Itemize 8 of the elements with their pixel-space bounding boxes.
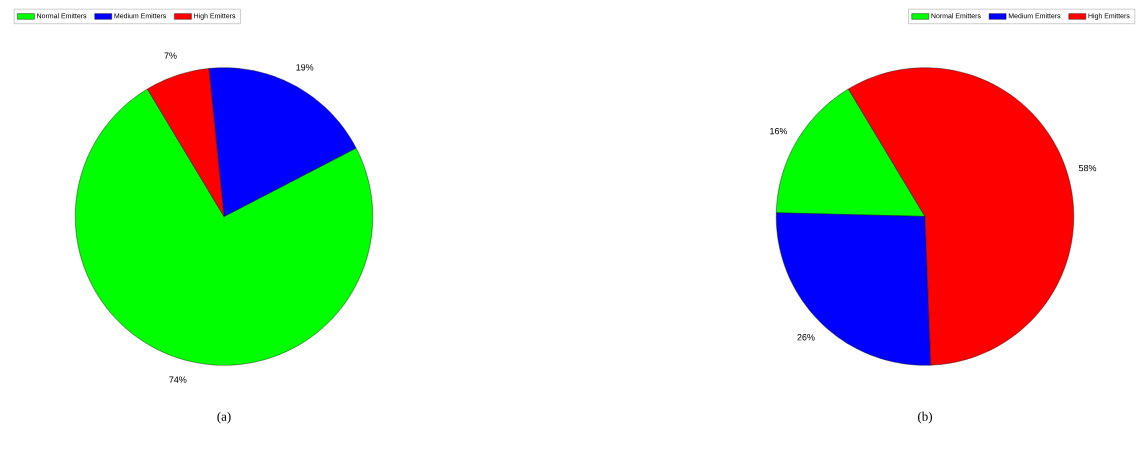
data-label: 58%	[1078, 164, 1097, 172]
data-label: 7%	[164, 52, 177, 59]
data-label: 74%	[169, 376, 187, 383]
text: (a)	[217, 411, 231, 424]
text: (b)	[918, 411, 932, 424]
data-label: 19%	[296, 64, 314, 71]
data-label: 16%	[770, 128, 788, 135]
data-label: 26%	[797, 334, 815, 341]
